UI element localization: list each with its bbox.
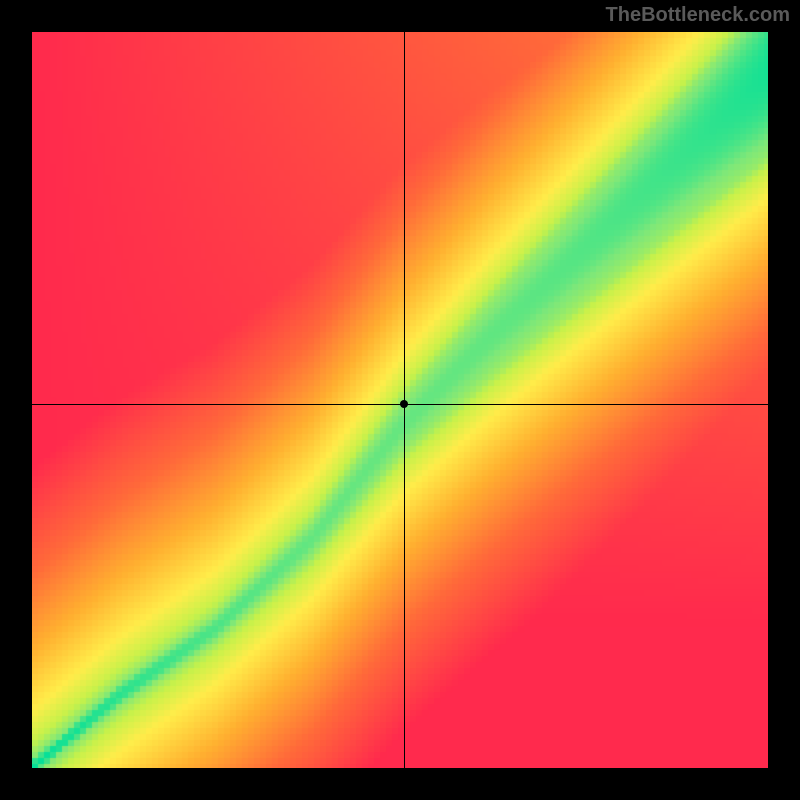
root: TheBottleneck.com: [0, 0, 800, 800]
heatmap-plot: [32, 32, 768, 768]
watermark-text: TheBottleneck.com: [606, 4, 790, 27]
crosshair-marker: [400, 400, 408, 408]
